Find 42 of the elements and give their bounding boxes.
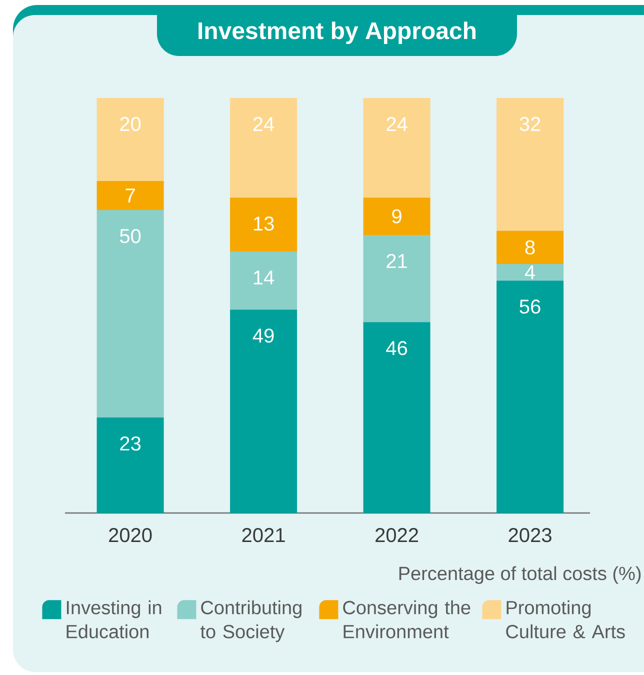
text: Percentage of total costs (%) — [399, 566, 641, 584]
data-label: 50 — [120, 228, 141, 244]
bar — [230, 310, 298, 513]
data-label: 13 — [254, 216, 274, 231]
bar — [363, 322, 430, 513]
legend-label: Promoting Culture & Arts — [506, 600, 625, 638]
x-tick-label: 2023 — [508, 528, 552, 542]
data-label: 20 — [120, 116, 141, 132]
bar — [496, 98, 564, 231]
bar — [230, 198, 298, 252]
chart-title: Investment by Approach — [198, 22, 476, 44]
data-label: 4 — [524, 265, 536, 280]
bar — [363, 234, 430, 322]
bar — [96, 98, 164, 181]
bar — [363, 198, 430, 235]
bar — [96, 181, 164, 210]
bar — [96, 210, 164, 418]
data-label: 7 — [126, 188, 135, 202]
x-tick-label: 2020 — [109, 528, 152, 542]
data-label: 56 — [520, 300, 540, 314]
data-label: 9 — [392, 209, 402, 224]
bar — [363, 98, 430, 198]
legend-label: Investing in Education — [66, 600, 162, 638]
data-label: 49 — [252, 328, 274, 343]
data-label: 23 — [120, 436, 141, 451]
x-tick-label: 2022 — [376, 528, 418, 542]
bar — [96, 418, 164, 513]
bar — [496, 280, 564, 513]
data-label: 14 — [254, 270, 274, 284]
bar — [230, 98, 298, 198]
bar — [496, 230, 564, 264]
legend-label: Contributing to Society — [200, 600, 302, 642]
data-label: 32 — [520, 116, 540, 132]
bar — [496, 264, 564, 281]
data-label: 24 — [253, 117, 274, 131]
bar — [230, 252, 298, 310]
data-label: 8 — [525, 240, 535, 254]
data-label: 46 — [386, 341, 408, 356]
data-label: 21 — [386, 254, 407, 268]
legend-label: Conserving the Environment — [343, 600, 470, 638]
x-tick-label: 2021 — [242, 528, 285, 542]
data-label: 24 — [386, 117, 408, 131]
